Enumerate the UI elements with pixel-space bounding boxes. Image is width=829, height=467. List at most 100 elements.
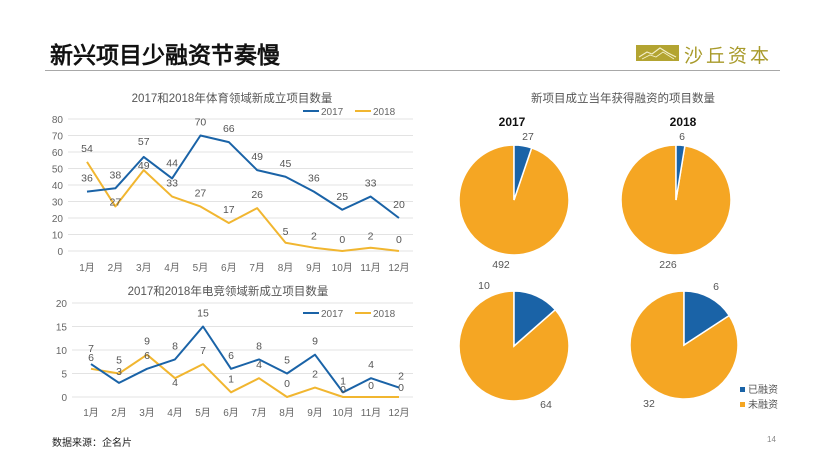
data-label-2018: 2 [368, 231, 374, 243]
data-label-2017: 36 [308, 173, 320, 185]
pie-slice-funded [683, 290, 731, 347]
logo-text: 沙丘资本 [684, 45, 773, 67]
pie-label-unfunded: 32 [643, 398, 655, 410]
data-label-2017: 6 [144, 350, 150, 362]
data-label-2018: 0 [398, 382, 404, 394]
x-tick-label: 4月 [167, 407, 183, 419]
data-label-2018: 2 [311, 231, 317, 243]
data-label-2018: 33 [166, 178, 178, 190]
company-logo: 沙丘资本 [636, 41, 796, 67]
chart-title: 2017和2018年电竞领域新成立项目数量 [128, 284, 329, 298]
data-label-2017: 66 [223, 123, 235, 135]
pie-slice-funded [513, 144, 533, 201]
data-label-2017: 33 [365, 178, 377, 190]
data-label-2017: 20 [393, 199, 405, 211]
data-label-2018: 2 [312, 369, 318, 381]
data-label-2017: 9 [312, 336, 318, 348]
pie-chart: 10 64 [458, 280, 570, 411]
data-label-2017: 2 [398, 371, 404, 383]
page-number: 14 [767, 435, 776, 444]
chart-title: 2017和2018年体育领域新成立项目数量 [132, 91, 333, 105]
series-line-2017 [90, 325, 400, 394]
data-label-2018: 17 [223, 204, 235, 216]
x-tick-label: 8月 [278, 262, 294, 274]
y-tick-label: 15 [56, 323, 68, 334]
y-tick-label: 0 [57, 247, 63, 258]
legend-swatch [740, 402, 745, 407]
pie-label-funded: 27 [522, 131, 534, 143]
x-tick-label: 5月 [195, 407, 211, 419]
x-tick-label: 10月 [332, 262, 353, 274]
y-tick-label: 60 [52, 148, 64, 159]
legend-label: 未融资 [748, 399, 778, 411]
pie-label-unfunded: 226 [659, 259, 677, 271]
pie-label-funded: 6 [713, 281, 719, 293]
x-tick-label: 8月 [279, 407, 295, 419]
pie-label-funded: 10 [478, 280, 490, 292]
data-label-2018: 0 [396, 234, 402, 246]
y-tick-label: 5 [61, 370, 67, 381]
data-label-2018: 7 [200, 345, 206, 357]
x-tick-label: 1月 [79, 262, 95, 274]
x-tick-label: 7月 [251, 407, 267, 419]
x-tick-label: 2月 [111, 407, 127, 419]
data-source-note: 数据来源：企名片 [52, 438, 132, 449]
mountain-logo-icon [636, 45, 679, 61]
pie-year-label: 2017 [499, 115, 526, 129]
x-tick-label: 10月 [332, 407, 353, 419]
sports-line-chart: 2017和2018年体育领域新成立项目数量010203040506070801月… [52, 91, 413, 274]
data-label-2017: 7 [88, 343, 94, 355]
data-label-2017: 70 [195, 117, 207, 129]
legend-label: 已融资 [748, 384, 778, 396]
legend-label-2018: 2018 [373, 107, 396, 118]
data-label-2017: 8 [256, 340, 262, 352]
x-tick-label: 6月 [223, 407, 239, 419]
y-tick-label: 20 [52, 214, 64, 225]
x-tick-label: 3月 [136, 262, 152, 274]
pie-slice-funded [675, 144, 686, 201]
y-tick-label: 10 [56, 346, 68, 357]
y-tick-label: 50 [52, 165, 64, 176]
pie-slice-funded [513, 290, 557, 348]
data-label-2018: 1 [228, 373, 234, 385]
pie-chart: 2018 6 226 [620, 115, 732, 271]
legend-label-2017: 2017 [321, 107, 344, 118]
x-tick-label: 12月 [388, 407, 409, 419]
y-tick-label: 0 [61, 393, 67, 404]
x-tick-label: 7月 [249, 262, 265, 274]
y-tick-label: 80 [52, 115, 64, 126]
legend-swatch [740, 387, 745, 392]
data-label-2017: 25 [336, 191, 348, 203]
pie-year-label: 2018 [670, 115, 697, 129]
legend-label-2018: 2018 [373, 309, 396, 320]
y-tick-label: 40 [52, 181, 64, 192]
x-tick-label: 6月 [221, 262, 237, 274]
data-label-2017: 15 [197, 308, 209, 320]
data-label-2018: 0 [340, 384, 346, 396]
pie-chart: 2017 27 492 [458, 115, 570, 271]
data-label-2017: 4 [368, 359, 374, 371]
pie-label-unfunded: 64 [540, 399, 552, 411]
data-label-2018: 0 [284, 378, 290, 390]
page-title: 新兴项目少融资节奏慢 [50, 43, 280, 69]
data-label-2018: 26 [251, 189, 263, 201]
funding-pie-charts: 新项目成立当年获得融资的项目数量 2017 27 492 2018 6 226 10 64 6 32… [458, 91, 778, 411]
series-line-2018 [86, 161, 400, 252]
x-tick-label: 11月 [361, 407, 381, 419]
data-label-2017: 6 [228, 350, 234, 362]
series-line-2017 [86, 134, 400, 219]
y-tick-label: 70 [52, 132, 64, 143]
title-divider [45, 70, 780, 71]
data-label-2017: 8 [172, 340, 178, 352]
pie-chart: 6 32 [629, 281, 739, 410]
x-tick-label: 9月 [306, 262, 322, 274]
x-tick-label: 3月 [139, 407, 155, 419]
data-label-2017: 45 [280, 158, 292, 170]
data-label-2018: 54 [81, 143, 93, 155]
x-tick-label: 5月 [193, 262, 209, 274]
series-line-2018 [90, 353, 399, 398]
data-label-2018: 4 [256, 359, 262, 371]
data-label-2018: 27 [195, 187, 207, 199]
data-label-2017: 49 [251, 151, 263, 163]
